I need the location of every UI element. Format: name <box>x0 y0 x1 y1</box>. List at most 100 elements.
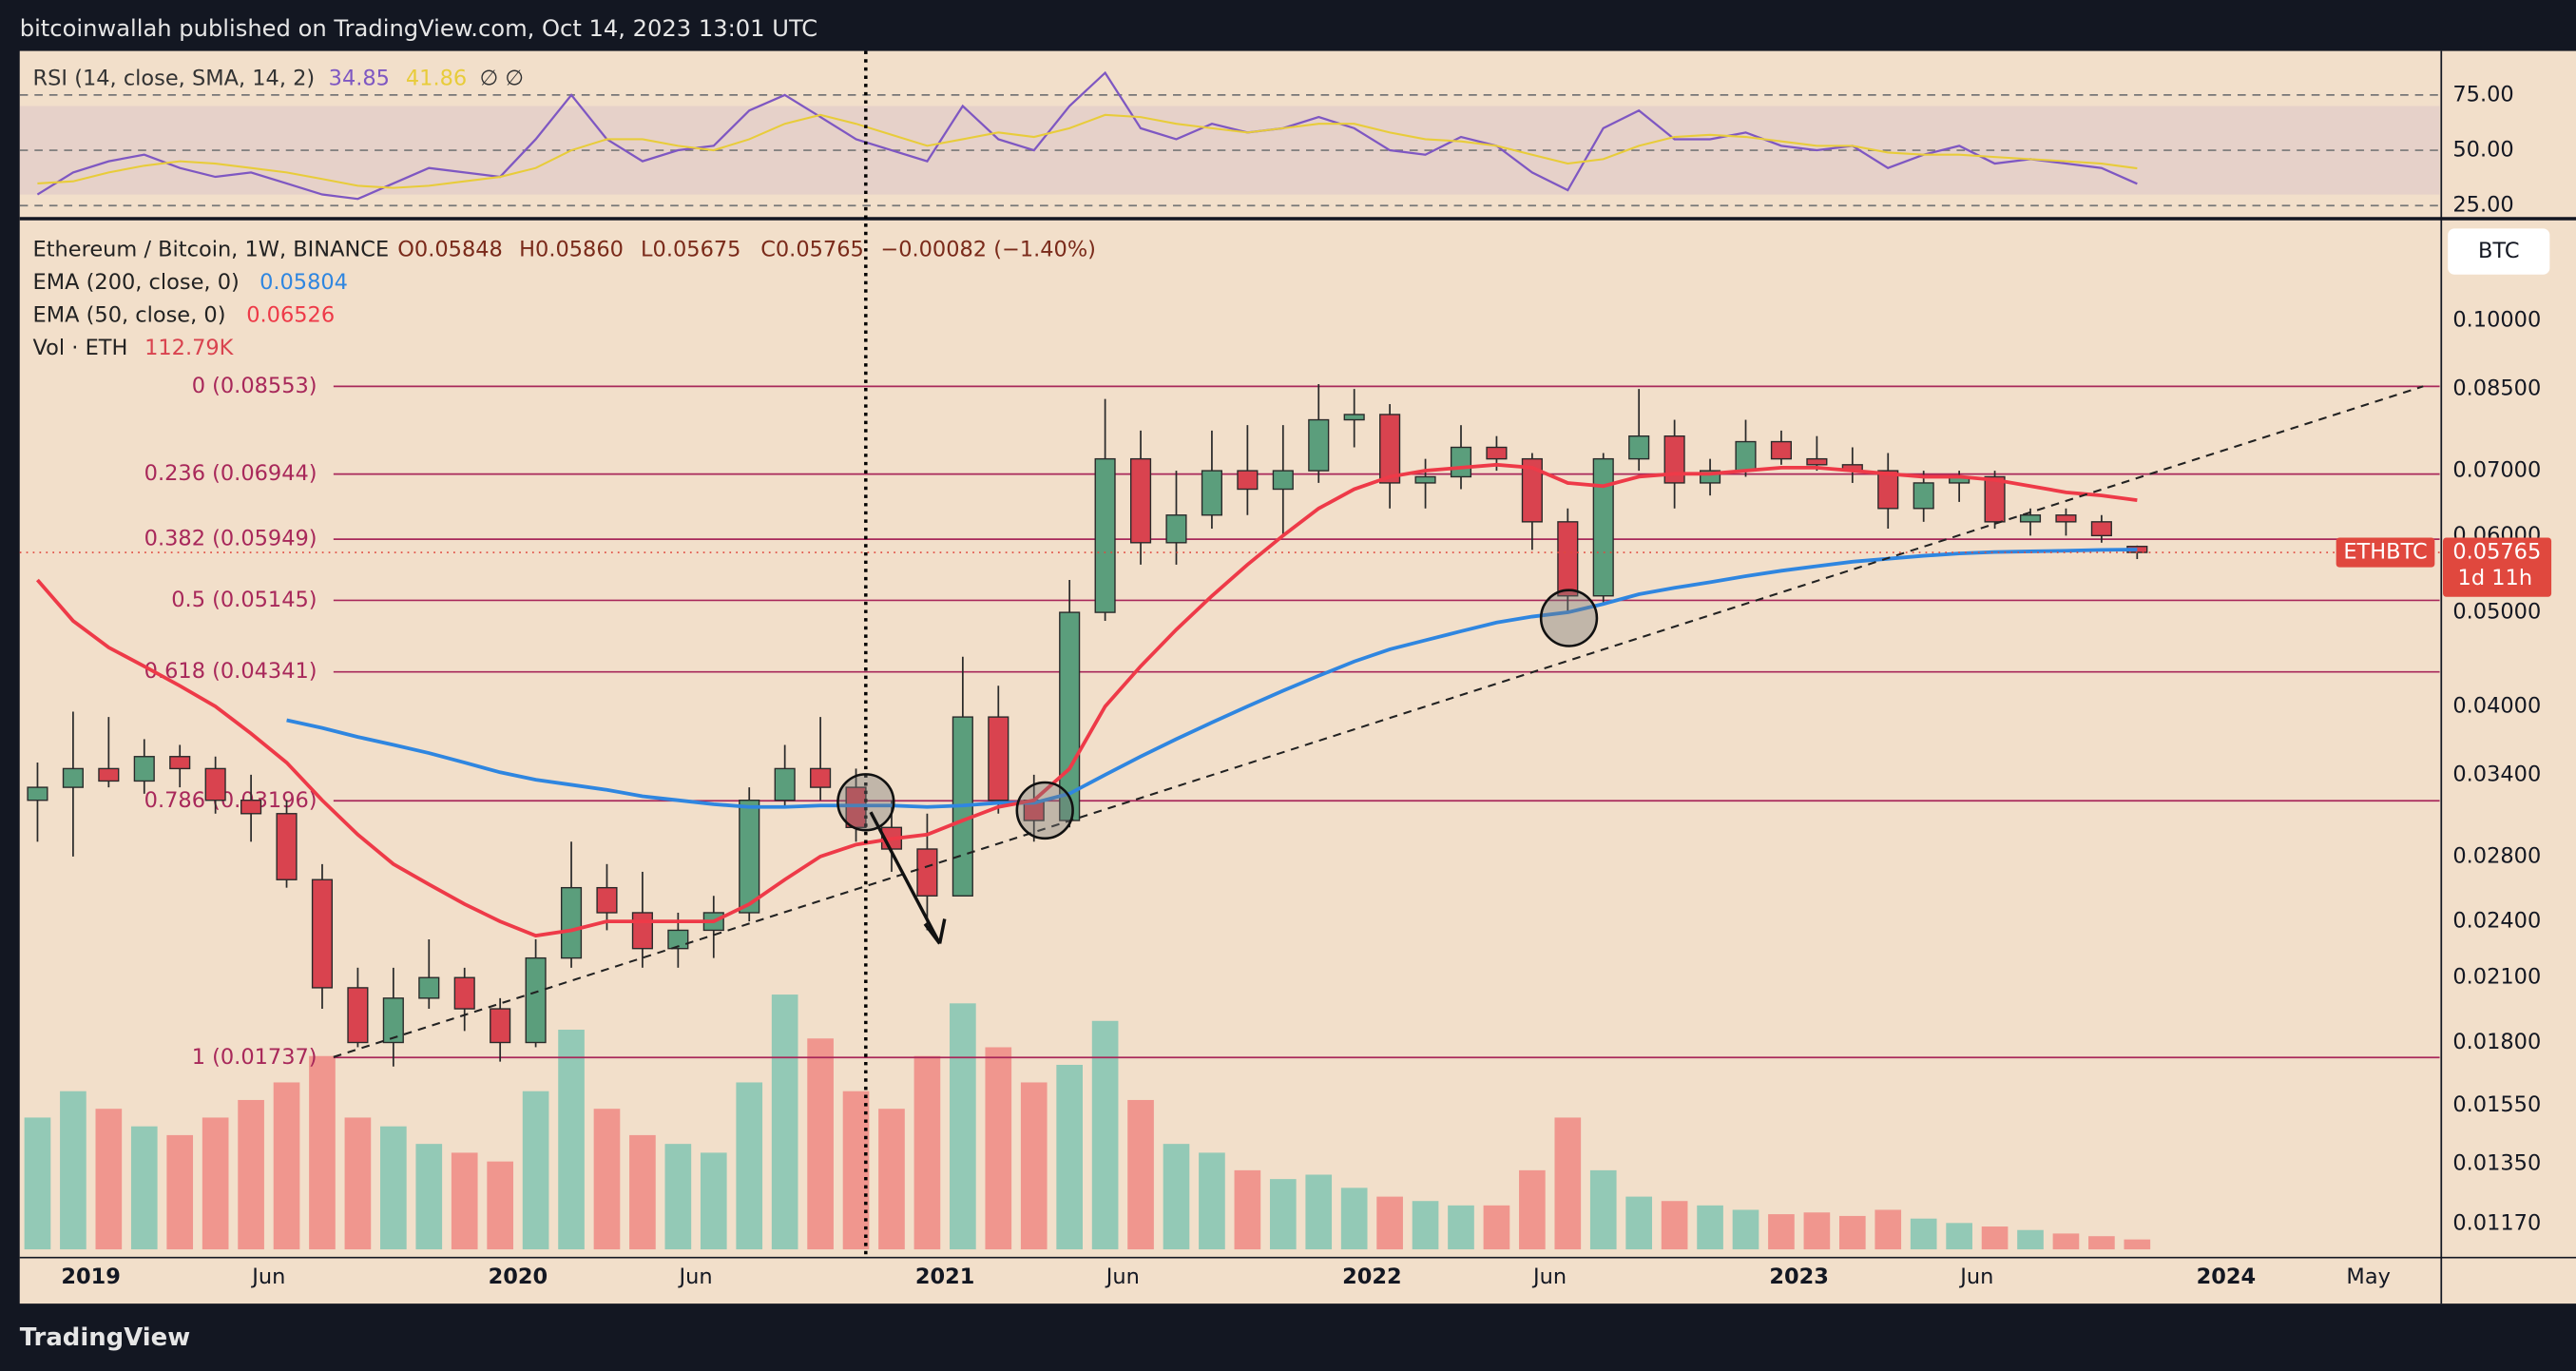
x-tick-label: Jun <box>1531 1265 1567 1289</box>
ohlc: L0.05675 <box>641 237 740 261</box>
legend: RSI (14, close, SMA, 14, 2) 34.85 41.86 … <box>33 66 1096 360</box>
y-tick-label: 0.07000 <box>2452 458 2541 483</box>
candle-body <box>916 848 938 897</box>
y-tick-label: 0.04000 <box>2452 693 2541 718</box>
volume-bar <box>451 1152 478 1250</box>
candle-body <box>453 976 475 1010</box>
y-tick-label: 0.01350 <box>2452 1150 2541 1175</box>
fib-label: 0.786 (0.03196) <box>144 788 317 813</box>
candle-body <box>1521 457 1543 523</box>
candle-body <box>133 756 155 782</box>
volume-bar <box>1732 1209 1759 1250</box>
candle-body <box>525 956 547 1044</box>
volume-bar <box>166 1134 194 1250</box>
vol-title: Vol · ETH <box>33 336 128 360</box>
candle-body <box>667 929 689 950</box>
x-tick-label: 2021 <box>915 1265 975 1289</box>
volume-bar <box>1768 1214 1795 1250</box>
candle-body <box>596 886 618 914</box>
y-tick-label: 0.03400 <box>2452 762 2541 786</box>
candle-body <box>418 976 440 999</box>
volume-bar <box>380 1126 407 1250</box>
volume-bar <box>1269 1179 1297 1250</box>
rsi-title: RSI (14, close, SMA, 14, 2) <box>33 66 316 90</box>
candle-body <box>204 767 226 801</box>
volume-bar <box>202 1117 229 1250</box>
ema-value: 0.05804 <box>260 270 348 295</box>
x-tick-label: 2023 <box>1769 1265 1829 1289</box>
volume-bar <box>878 1109 905 1250</box>
volume-bar <box>1020 1082 1048 1250</box>
y-tick-label: 0.01800 <box>2452 1030 2541 1054</box>
volume-bar <box>522 1091 549 1250</box>
ema-name: EMA (50, close, 0) <box>33 302 226 327</box>
y-tick-label: 0.10000 <box>2452 308 2541 333</box>
x-tick-label: 2022 <box>1342 1265 1402 1289</box>
chart-area <box>19 50 2442 1304</box>
volume-bar <box>1519 1169 1546 1250</box>
x-tick-label: 2019 <box>61 1265 121 1289</box>
volume-bar <box>487 1161 513 1250</box>
candle-body <box>27 786 48 801</box>
candle-body <box>774 767 796 801</box>
y-tick-label: 0.02800 <box>2452 843 2541 868</box>
fib-label: 0.5 (0.05145) <box>171 588 317 612</box>
volume-bar <box>415 1144 443 1250</box>
ohlc: H0.05860 <box>519 237 624 261</box>
volume-bar <box>1554 1117 1582 1250</box>
rsi-value: 34.85 <box>329 66 390 90</box>
ema-value: 0.06526 <box>246 302 335 327</box>
volume-bar <box>807 1038 834 1250</box>
volume-bar <box>2088 1236 2115 1250</box>
volume-bar <box>1127 1099 1154 1250</box>
volume-bar <box>1305 1174 1333 1250</box>
candle-body <box>560 886 583 959</box>
rsi-flags: ∅ ∅ <box>480 66 524 90</box>
candle-body <box>311 879 334 989</box>
volume-bar <box>309 1055 336 1250</box>
candle-body <box>2055 514 2077 523</box>
volume-bar <box>2052 1233 2080 1250</box>
fib-label: 0.382 (0.05949) <box>144 527 317 551</box>
countdown-label: 1d 11h <box>2458 566 2533 590</box>
vol-value: 112.79K <box>144 336 235 360</box>
ema-line <box>35 462 2138 938</box>
volume-bar <box>1589 1169 1617 1250</box>
ema-line <box>286 548 2138 809</box>
rsi-tick-label: 25.00 <box>2452 193 2513 218</box>
candle-body <box>810 767 832 788</box>
candle-body <box>631 912 653 950</box>
volume-bar <box>700 1152 727 1250</box>
y-tick-label: 0.01170 <box>2452 1211 2541 1236</box>
candle-body <box>1308 418 1330 472</box>
symbol-tag-label: ETHBTC <box>2343 540 2427 565</box>
currency-button[interactable] <box>2448 228 2550 275</box>
currency-label[interactable]: BTC <box>2478 239 2520 263</box>
volume-bar <box>273 1082 300 1250</box>
candle-body <box>1735 440 1757 472</box>
highlight-circle <box>1015 781 1074 840</box>
volume-bar <box>1483 1205 1510 1250</box>
highlight-circle <box>1539 589 1599 647</box>
ema-name: EMA (200, close, 0) <box>33 270 240 295</box>
candle-body <box>988 716 1009 801</box>
volume-bar <box>913 1055 941 1250</box>
candle-body <box>1628 434 1650 460</box>
x-tick-label: 2020 <box>489 1265 548 1289</box>
symbol-tag <box>2336 537 2435 568</box>
volume-bar <box>1697 1205 1723 1250</box>
volume-bar <box>1199 1152 1225 1250</box>
brand: TradingView <box>20 1323 191 1352</box>
fib-label: 0 (0.08553) <box>192 374 317 398</box>
arrow <box>869 811 947 945</box>
volume-bar <box>2017 1229 2044 1250</box>
volume-bar <box>1340 1188 1368 1250</box>
price-tag <box>2443 537 2552 597</box>
volume-bar <box>1234 1169 1261 1250</box>
candle-body <box>1450 446 1472 478</box>
volume-bar <box>558 1030 585 1250</box>
rsi-tick-label: 50.00 <box>2452 138 2513 163</box>
candle-body <box>276 813 298 880</box>
candle-body <box>1663 434 1685 484</box>
